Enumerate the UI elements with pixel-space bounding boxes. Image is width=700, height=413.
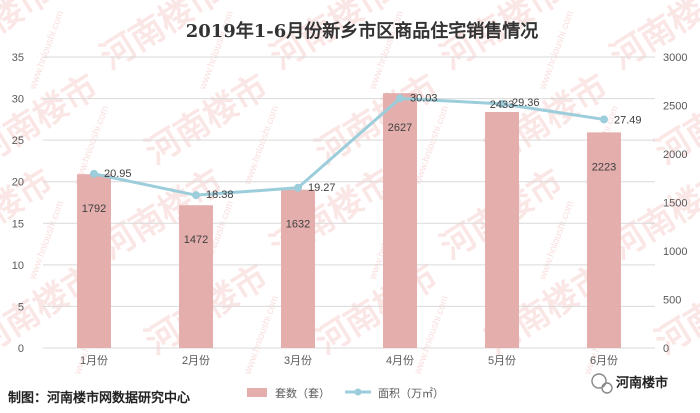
line-data-label: 29.36: [512, 97, 540, 109]
line-data-label: 19.27: [308, 182, 336, 194]
line-point: [294, 183, 302, 192]
chart-title: 2019年1-6月份新乡市区商品住宅销售情况: [186, 20, 539, 42]
bar: [281, 189, 315, 348]
x-tick-label: 6月份: [590, 354, 618, 367]
bar: [179, 205, 213, 348]
line-point: [498, 99, 506, 108]
line-point: [396, 94, 404, 103]
legend: 套数（套） 面积（万㎡）: [247, 387, 444, 400]
x-tick-label: 2月份: [182, 354, 210, 367]
y-left-tick-label: 10: [12, 260, 24, 272]
x-tick-label: 1月份: [80, 354, 108, 367]
y-right-tick-label: 3000: [663, 52, 687, 64]
bar-series: [77, 93, 621, 349]
bar: [485, 111, 519, 349]
x-tick-label: 4月份: [386, 354, 414, 367]
y-right-tick-label: 500: [663, 295, 681, 307]
y-left-tick-label: 15: [12, 218, 24, 230]
y-left-tick-label: 25: [12, 135, 24, 147]
footer-credit: 制图：河南楼市网数据研究中心: [8, 390, 190, 405]
grid-lines: [43, 56, 655, 349]
line-point: [600, 115, 608, 124]
y-left-tick-label: 20: [12, 177, 24, 189]
line-series: 1792 1472 1632 2627 2433 2223 20.95 18.38 19.27 3…: [82, 92, 642, 246]
y-right-tick-label: 2000: [663, 149, 687, 161]
x-tick-label: 5月份: [488, 354, 516, 367]
y-right-tick-label: 0: [663, 343, 669, 355]
wechat-icon-small: [601, 382, 613, 394]
legend-bar-swatch: [247, 388, 267, 397]
bar: [587, 132, 621, 348]
line-data-label: 18.38: [206, 189, 234, 201]
legend-line-marker: [354, 388, 362, 396]
bar-data-label: 2627: [388, 122, 412, 134]
axes: 0 5 10 15 20 25 30 35 0 500 1000 1500 2000 2500 3000 1月…: [12, 52, 688, 367]
y-left-tick-label: 30: [12, 94, 24, 106]
y-right-tick-label: 1000: [663, 246, 687, 258]
bar: [77, 174, 111, 348]
brand-logo: 河南楼市: [591, 373, 668, 394]
legend-line-label: 面积（万㎡）: [378, 387, 444, 400]
wechat-icon: [591, 373, 607, 389]
brand-text: 河南楼市: [616, 375, 668, 390]
y-right-tick-label: 2500: [663, 101, 687, 113]
line-data-label: 27.49: [614, 114, 642, 126]
x-tick-label: 3月份: [284, 354, 312, 367]
bar-data-label: 2223: [592, 161, 616, 173]
bar-data-label: 1792: [82, 203, 106, 215]
bar-data-label: 1632: [286, 219, 310, 231]
bar: [383, 93, 417, 348]
y-left-tick-label: 5: [18, 301, 24, 313]
y-left-tick-label: 0: [18, 343, 24, 355]
line-point: [192, 191, 200, 200]
y-left-tick-label: 35: [12, 52, 24, 64]
watermark-text: 河南楼市: [649, 257, 700, 363]
line-path: [93, 96, 605, 197]
bar-data-label: 1472: [184, 234, 208, 246]
watermark-text: 河南楼市: [604, 0, 700, 78]
line-point: [90, 169, 98, 178]
legend-bar-label: 套数（套）: [275, 387, 330, 400]
line-data-label: 20.95: [104, 168, 132, 180]
bar-data-label: 2433: [490, 99, 514, 111]
y-right-tick-label: 1500: [663, 198, 687, 210]
line-data-label: 30.03: [410, 92, 438, 104]
